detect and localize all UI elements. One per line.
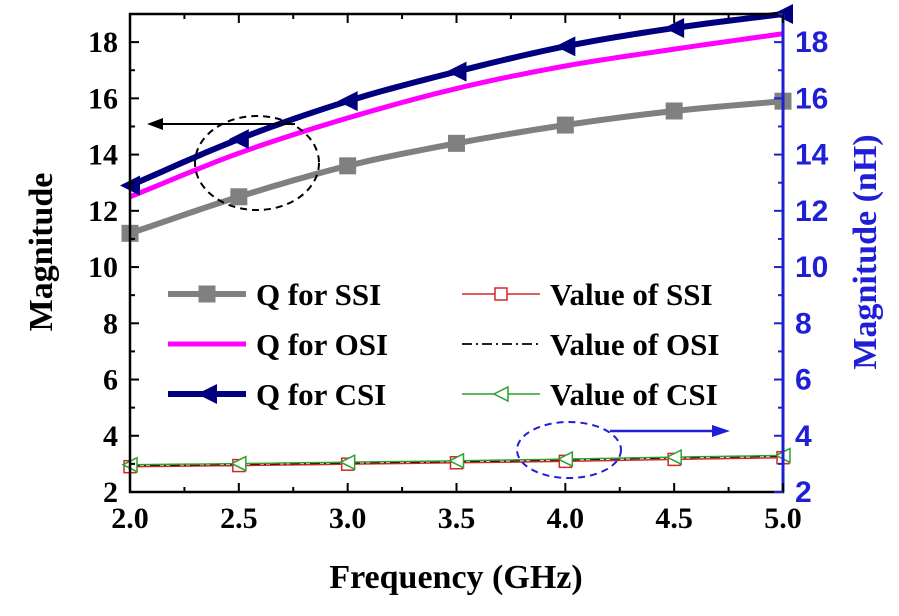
data-point xyxy=(446,61,467,82)
y-right-tick-label: 2 xyxy=(795,476,812,509)
right-arrow-head xyxy=(712,425,730,437)
x-tick-label: 2.0 xyxy=(111,502,149,535)
x-tick-label: 4.0 xyxy=(547,502,585,535)
data-point xyxy=(228,129,249,150)
x-tick-label: 2.5 xyxy=(220,502,258,535)
series-q-for-csi xyxy=(120,4,793,196)
data-point xyxy=(338,453,356,471)
legend-item-q-for-osi: Q for OSI xyxy=(168,327,388,362)
data-point xyxy=(447,452,465,470)
left-arrow-head xyxy=(147,118,163,130)
data-point xyxy=(556,450,574,468)
data-point xyxy=(556,116,574,134)
legend-item-q-for-csi: Q for CSI xyxy=(168,377,386,412)
data-point xyxy=(664,18,685,39)
x-axis-title: Frequency (GHz) xyxy=(329,559,582,596)
data-point xyxy=(337,91,358,112)
y-left-tick-label: 16 xyxy=(88,82,118,115)
y-left-tick-label: 10 xyxy=(88,251,118,284)
y-right-tick-label: 16 xyxy=(795,82,828,115)
x-tick-label: 5.0 xyxy=(764,502,802,535)
x-tick-label: 3.5 xyxy=(438,502,476,535)
data-point xyxy=(555,36,576,57)
data-point xyxy=(230,455,247,472)
y-right-tick-label: 18 xyxy=(795,26,828,59)
legend-swatch-marker xyxy=(198,285,216,303)
y-left-tick-label: 12 xyxy=(88,195,118,228)
legend-label: Q for SSI xyxy=(256,277,381,312)
y-right-tick-label: 8 xyxy=(795,307,812,340)
legend-item-value-of-osi: Value of OSI xyxy=(462,327,719,362)
data-point xyxy=(339,157,357,175)
legend-label: Value of OSI xyxy=(550,327,719,362)
data-point xyxy=(448,134,465,152)
legend-swatch-marker xyxy=(197,384,217,404)
left-axis-ellipse xyxy=(194,115,320,211)
legend-label: Q for OSI xyxy=(256,327,388,362)
series-line xyxy=(129,31,784,200)
data-point xyxy=(665,448,682,466)
y-left-axis-title: Magnitude xyxy=(23,173,60,332)
y-right-tick-label: 4 xyxy=(795,420,812,453)
legend-swatch-marker xyxy=(494,287,508,301)
y-left-tick-label: 2 xyxy=(103,476,118,509)
data-point xyxy=(230,188,248,206)
plot-frame xyxy=(128,12,785,494)
legend-item-value-of-csi: Value of CSI xyxy=(462,377,718,412)
data-point xyxy=(665,102,683,120)
y-right-tick-label: 10 xyxy=(795,251,828,284)
y-right-tick-label: 14 xyxy=(795,139,829,172)
series-q-for-osi xyxy=(129,31,784,200)
y-left-tick-label: 14 xyxy=(88,139,118,172)
legend-swatch-marker xyxy=(492,385,509,403)
y-left-tick-label: 4 xyxy=(103,420,118,453)
legend-label: Value of SSI xyxy=(550,277,713,312)
y-right-axis-title: Magnitude (nH) xyxy=(847,134,884,369)
y-left-tick-label: 8 xyxy=(103,307,118,340)
y-left-tick-label: 6 xyxy=(103,364,118,397)
right-axis-ellipse xyxy=(516,421,622,479)
legend-item-value-of-ssi: Value of SSI xyxy=(462,277,713,312)
legend-label: Q for CSI xyxy=(256,377,386,412)
x-tick-label: 4.5 xyxy=(655,502,693,535)
y-right-tick-label: 12 xyxy=(795,195,828,228)
x-tick-label: 3.0 xyxy=(329,502,367,535)
series-q-for-ssi xyxy=(121,92,792,242)
legend-item-q-for-ssi: Q for SSI xyxy=(168,277,381,312)
legend-label: Value of CSI xyxy=(550,377,718,412)
y-left-tick-label: 18 xyxy=(88,26,118,59)
y-right-tick-label: 6 xyxy=(795,364,812,397)
